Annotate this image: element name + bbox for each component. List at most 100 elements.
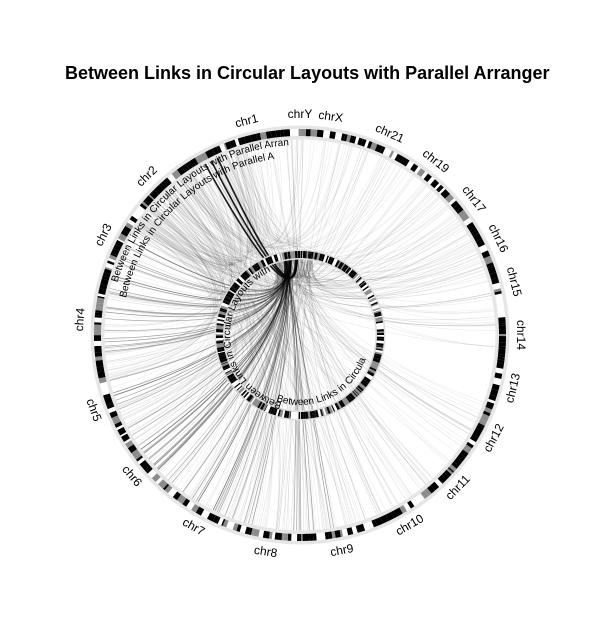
dark-link xyxy=(105,251,292,307)
outer-band xyxy=(283,533,289,541)
outer-band xyxy=(141,201,149,208)
inner-band xyxy=(251,264,258,272)
inner-band xyxy=(372,358,381,364)
dark-link xyxy=(115,252,287,411)
outer-link xyxy=(189,169,273,531)
dark-link xyxy=(284,252,310,534)
inner-band xyxy=(248,267,254,275)
cross-link xyxy=(273,254,367,523)
inner-band xyxy=(373,310,381,314)
outer-band xyxy=(427,176,435,185)
outer-band xyxy=(97,293,106,298)
outer-link xyxy=(105,195,219,379)
outer-band xyxy=(145,466,153,474)
inner-band xyxy=(223,367,232,373)
cross-link xyxy=(285,136,309,277)
cross-link xyxy=(149,204,302,285)
outer-band xyxy=(291,533,298,541)
cross-link xyxy=(294,251,379,519)
outer-link xyxy=(216,140,342,242)
outer-band xyxy=(488,394,497,402)
outer-band xyxy=(497,356,505,361)
cross-link xyxy=(284,145,363,278)
inner-band xyxy=(316,252,321,261)
outer-link xyxy=(105,176,226,302)
outer-link xyxy=(186,171,281,533)
outer-link xyxy=(139,216,289,534)
inner-band xyxy=(311,410,315,419)
chr-label-chr13: chr13 xyxy=(502,371,523,404)
outer-band xyxy=(99,284,108,290)
outer-band xyxy=(438,187,446,195)
inner-band xyxy=(275,408,280,416)
dark-link xyxy=(247,251,293,528)
dark-link xyxy=(288,251,302,534)
outer-link xyxy=(138,218,411,501)
outer-band xyxy=(478,244,488,254)
inner-band xyxy=(218,313,226,317)
outer-link xyxy=(135,222,499,327)
cross-link xyxy=(311,232,471,290)
dark-link xyxy=(138,251,292,452)
dark-link xyxy=(128,251,292,438)
inner-band xyxy=(225,369,232,374)
outer-link xyxy=(135,222,241,511)
dark-link xyxy=(194,252,288,504)
outer-band xyxy=(224,141,232,150)
outer-band xyxy=(250,133,258,142)
inner-band xyxy=(240,389,248,396)
outer-band xyxy=(478,419,487,426)
outer-band xyxy=(259,131,267,140)
inner-band xyxy=(245,270,251,277)
outer-link xyxy=(232,147,482,278)
inner-band xyxy=(366,373,373,379)
inner-band xyxy=(237,278,244,284)
cross-link xyxy=(310,188,436,283)
inner-band xyxy=(218,310,227,316)
outer-link xyxy=(223,150,387,245)
inner-band xyxy=(225,370,233,376)
inner-band xyxy=(233,281,241,288)
inner-band xyxy=(364,374,373,381)
outer-band xyxy=(118,233,127,242)
outer-link xyxy=(177,138,334,248)
outer-band xyxy=(234,138,240,147)
outer-link xyxy=(176,178,243,503)
inner-band xyxy=(237,386,244,392)
outer-link xyxy=(167,186,259,525)
inner-band xyxy=(239,388,246,395)
outer-link xyxy=(161,191,487,289)
cross-link xyxy=(129,231,314,290)
chr-label-chr9: chr9 xyxy=(329,541,355,559)
outer-link xyxy=(137,138,273,263)
cross-link xyxy=(163,189,302,283)
inner-band xyxy=(226,373,235,379)
chr-label-chr1: chr1 xyxy=(234,111,260,130)
outer-link xyxy=(160,192,236,493)
outer-band xyxy=(129,215,138,224)
inner-band xyxy=(334,260,340,268)
cross-link xyxy=(300,251,414,499)
outer-band xyxy=(106,403,115,410)
outer-band xyxy=(434,183,441,190)
outer-link xyxy=(101,203,215,341)
inner-band xyxy=(234,383,242,390)
cross-link xyxy=(231,251,310,523)
outer-band xyxy=(371,519,378,528)
outer-band xyxy=(360,138,367,147)
cross-link xyxy=(163,251,290,480)
inner-band xyxy=(350,271,358,279)
outer-link xyxy=(114,170,231,285)
outer-band xyxy=(97,295,105,299)
inner-band xyxy=(375,350,383,354)
outer-link xyxy=(108,149,249,389)
inner-band xyxy=(242,390,248,397)
inner-band xyxy=(216,337,224,340)
dark-link xyxy=(115,251,290,297)
outer-band xyxy=(494,372,503,380)
outer-link xyxy=(137,220,483,415)
cross-link xyxy=(277,253,488,299)
cross-link xyxy=(223,151,314,279)
inner-band xyxy=(216,328,224,331)
outer-link xyxy=(101,180,224,354)
